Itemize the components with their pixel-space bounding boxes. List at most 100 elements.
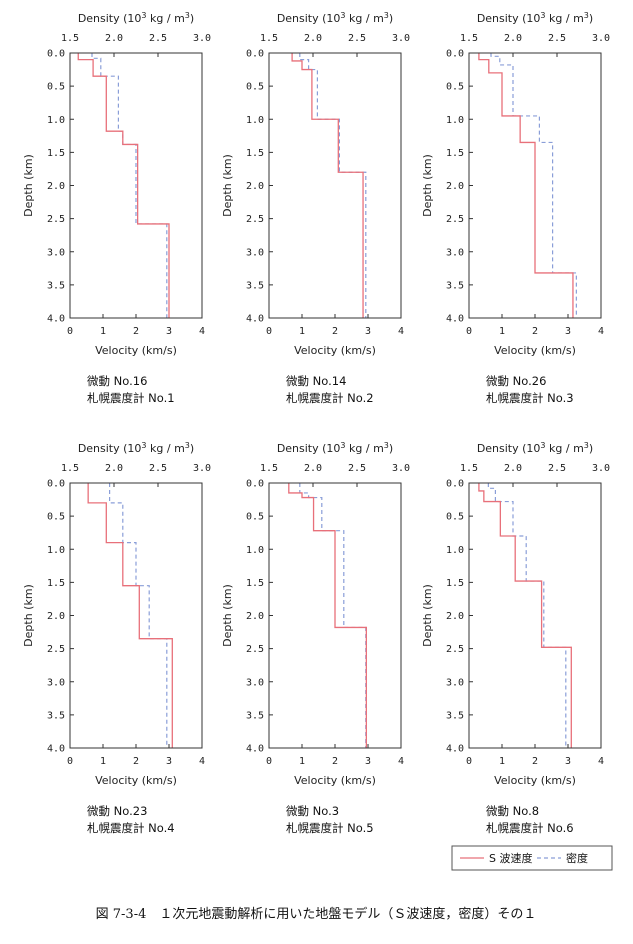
plot-frame xyxy=(268,482,402,749)
density-axis-title: Density (103 kg / m3) xyxy=(477,441,593,455)
velocity-tick-label: 3 xyxy=(365,756,371,767)
panel-caption-line1: 微動 No.16 xyxy=(87,374,147,388)
density-tick-label: 2.0 xyxy=(304,33,322,44)
depth-tick-label: 2.5 xyxy=(446,214,464,225)
depth-profile-panel-1: Density (103 kg / m3) 1.5 2.0 2.5 3.0 0 1 2 3 4 0.… xyxy=(22,11,211,405)
velocity-tick-label: 4 xyxy=(199,326,205,337)
depth-tick-label: 3.0 xyxy=(47,677,65,688)
velocity-tick-label: 3 xyxy=(166,756,172,767)
vs-profile-line xyxy=(288,483,367,748)
density-tick-label: 3.0 xyxy=(392,463,410,474)
vs-profile-line xyxy=(77,53,170,318)
depth-tick-label: 2.0 xyxy=(47,181,65,192)
density-tick-label: 2.0 xyxy=(504,33,522,44)
density-tick-label: 1.5 xyxy=(260,33,278,44)
density-tick-label: 3.0 xyxy=(193,463,211,474)
plot-frame xyxy=(69,52,203,319)
density-axis-title: Density (103 kg / m3) xyxy=(78,11,194,25)
velocity-tick-label: 4 xyxy=(199,756,205,767)
depth-tick-label: 2.0 xyxy=(446,181,464,192)
panel-caption-line2: 札幌震度計 No.6 xyxy=(486,821,574,835)
panel-caption-line2: 札幌震度計 No.2 xyxy=(286,391,374,405)
panel-caption-line2: 札幌震度計 No.5 xyxy=(286,821,374,835)
velocity-tick-label: 4 xyxy=(598,756,604,767)
depth-tick-label: 3.0 xyxy=(246,247,264,258)
velocity-tick-label: 0 xyxy=(466,326,472,337)
depth-tick-label: 0.5 xyxy=(446,82,464,93)
velocity-tick-label: 0 xyxy=(266,326,272,337)
density-tick-label: 2.0 xyxy=(105,463,123,474)
depth-axis-label: Depth (km) xyxy=(221,584,234,647)
vs-profile-line xyxy=(478,53,574,318)
depth-tick-label: 1.0 xyxy=(47,545,65,556)
depth-profile-panel-2: Density (103 kg / m3) 1.5 2.0 2.5 3.0 0 1 2 3 4 0.… xyxy=(221,11,410,405)
velocity-tick-label: 0 xyxy=(67,326,73,337)
depth-tick-label: 4.0 xyxy=(47,744,65,755)
velocity-tick-label: 0 xyxy=(67,756,73,767)
density-tick-label: 2.0 xyxy=(105,33,123,44)
depth-tick-label: 2.5 xyxy=(246,644,264,655)
density-tick-label: 1.5 xyxy=(460,463,478,474)
panel-caption-line1: 微動 No.8 xyxy=(486,804,539,818)
depth-tick-label: 2.5 xyxy=(47,644,65,655)
vs-profile-line xyxy=(87,483,173,748)
plot-frame xyxy=(468,482,602,749)
depth-profile-panel-4: Density (103 kg / m3) 1.5 2.0 2.5 3.0 0 1 2 3 4 0.… xyxy=(22,441,211,835)
density-profile-line xyxy=(299,53,367,318)
depth-tick-label: 2.0 xyxy=(47,611,65,622)
depth-axis-label: Depth (km) xyxy=(421,154,434,217)
depth-tick-label: 3.5 xyxy=(446,710,464,721)
density-tick-label: 1.5 xyxy=(260,463,278,474)
depth-tick-label: 2.0 xyxy=(246,181,264,192)
depth-tick-label: 1.0 xyxy=(446,545,464,556)
depth-tick-label: 4.0 xyxy=(446,744,464,755)
depth-tick-label: 4.0 xyxy=(246,744,264,755)
density-axis-title: Density (103 kg / m3) xyxy=(277,11,393,25)
depth-tick-label: 3.5 xyxy=(246,280,264,291)
density-tick-label: 3.0 xyxy=(392,33,410,44)
depth-tick-label: 0.0 xyxy=(47,479,65,490)
depth-axis-label: Depth (km) xyxy=(221,154,234,217)
velocity-axis-label: Velocity (km/s) xyxy=(294,774,376,787)
density-tick-label: 1.5 xyxy=(61,33,79,44)
velocity-tick-label: 1 xyxy=(100,326,106,337)
depth-tick-label: 0.0 xyxy=(246,479,264,490)
velocity-tick-label: 0 xyxy=(466,756,472,767)
depth-tick-label: 3.5 xyxy=(446,280,464,291)
depth-tick-label: 0.0 xyxy=(446,479,464,490)
depth-profile-panel-5: Density (103 kg / m3) 1.5 2.0 2.5 3.0 0 1 2 3 4 0.… xyxy=(221,441,410,835)
velocity-tick-label: 1 xyxy=(100,756,106,767)
vs-profile-line xyxy=(478,483,572,748)
depth-tick-label: 2.0 xyxy=(446,611,464,622)
depth-tick-label: 3.0 xyxy=(246,677,264,688)
depth-tick-label: 1.0 xyxy=(47,115,65,126)
density-axis-title: Density (103 kg / m3) xyxy=(477,11,593,25)
velocity-axis-label: Velocity (km/s) xyxy=(494,344,576,357)
velocity-tick-label: 1 xyxy=(299,756,305,767)
depth-tick-label: 0.5 xyxy=(446,512,464,523)
depth-tick-label: 0.0 xyxy=(446,49,464,60)
depth-tick-label: 3.0 xyxy=(446,247,464,258)
density-profile-line xyxy=(490,53,577,318)
density-profile-line xyxy=(91,53,168,318)
depth-axis-label: Depth (km) xyxy=(22,154,35,217)
depth-tick-label: 3.0 xyxy=(446,677,464,688)
legend: S 波速度 密度 xyxy=(451,845,613,871)
velocity-tick-label: 3 xyxy=(166,326,172,337)
depth-tick-label: 1.5 xyxy=(246,148,264,159)
depth-tick-label: 2.5 xyxy=(246,214,264,225)
velocity-tick-label: 4 xyxy=(598,326,604,337)
density-tick-label: 1.5 xyxy=(61,463,79,474)
depth-tick-label: 3.5 xyxy=(47,280,65,291)
depth-tick-label: 1.0 xyxy=(446,115,464,126)
panel-caption-line2: 札幌震度計 No.4 xyxy=(87,821,175,835)
depth-tick-label: 1.5 xyxy=(246,578,264,589)
depth-tick-label: 1.5 xyxy=(446,578,464,589)
depth-tick-label: 0.5 xyxy=(246,82,264,93)
depth-tick-label: 0.5 xyxy=(246,512,264,523)
depth-tick-label: 1.5 xyxy=(47,148,65,159)
density-tick-label: 2.5 xyxy=(548,33,566,44)
density-tick-label: 2.0 xyxy=(504,463,522,474)
density-tick-label: 3.0 xyxy=(193,33,211,44)
velocity-tick-label: 2 xyxy=(332,756,338,767)
